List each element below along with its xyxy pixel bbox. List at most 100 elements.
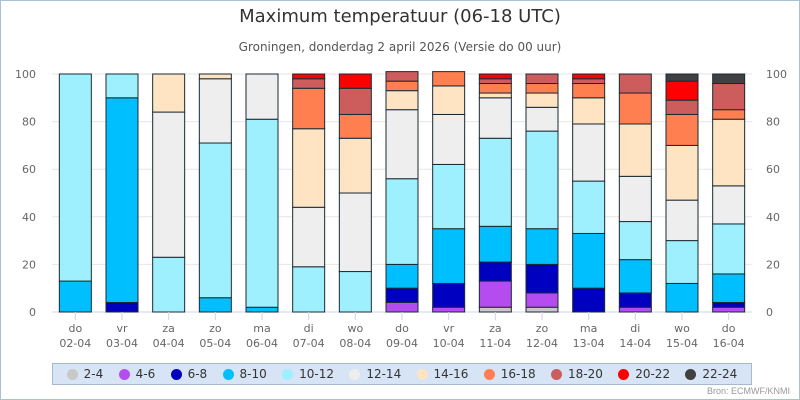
- bar-segment: [338, 87, 372, 115]
- bar-segment: [618, 306, 652, 313]
- bar-segment: [245, 73, 279, 120]
- bar-segment: [525, 92, 559, 108]
- x-tick-label-day: za: [489, 322, 502, 335]
- legend-item[interactable]: 6-8: [170, 367, 208, 381]
- x-tick-label-day: do: [722, 322, 736, 335]
- bar-segment: [432, 228, 466, 284]
- x-tick-label-date: 15-04: [666, 337, 698, 350]
- bar-segment: [198, 297, 232, 313]
- legend-dot-icon: [349, 368, 361, 380]
- y-tick-label-left: 20: [22, 258, 36, 271]
- bar-segment: [572, 123, 606, 182]
- bar-segment: [712, 118, 746, 187]
- legend-item[interactable]: 2-4: [66, 367, 104, 381]
- bar-segment: [338, 271, 372, 313]
- legend-item[interactable]: 20-22: [618, 367, 670, 381]
- legend-label: 16-18: [500, 367, 536, 381]
- bar-segment: [665, 99, 699, 115]
- x-tick-label-day: zo: [209, 322, 222, 335]
- bar-segment: [478, 73, 512, 80]
- bar-segment: [432, 282, 466, 308]
- x-tick-label-day: wo: [347, 322, 363, 335]
- legend-dot-icon: [170, 368, 182, 380]
- y-tick-label-right: 20: [766, 258, 780, 271]
- x-tick-label-date: 16-04: [713, 337, 745, 350]
- bar-segment: [665, 113, 699, 146]
- x-tick-label-day: zo: [536, 322, 549, 335]
- bar-segment: [338, 137, 372, 194]
- bar-segment: [338, 113, 372, 139]
- bar-segment: [292, 206, 326, 268]
- bar-segment: [152, 256, 186, 313]
- bar-segment: [385, 71, 419, 82]
- y-tick-label-left: 0: [29, 306, 36, 319]
- bar-segment: [618, 292, 652, 308]
- bar-segment: [385, 178, 419, 265]
- legend-label: 2-4: [83, 367, 104, 381]
- legend-label: 10-12: [299, 367, 334, 381]
- bar-segment: [525, 263, 559, 294]
- bar-segment: [385, 287, 419, 303]
- bar-segment: [618, 175, 652, 223]
- bar-segment: [292, 73, 326, 80]
- bar-segment: [618, 73, 652, 94]
- bar-segment: [572, 73, 606, 80]
- bar-segment: [478, 92, 512, 99]
- bar-segment: [665, 73, 699, 82]
- y-tick-label-left: 100: [15, 68, 36, 81]
- bar-segment: [572, 180, 606, 234]
- legend-label: 22-24: [702, 367, 738, 381]
- legend-dot-icon: [618, 368, 630, 380]
- bar-segment: [478, 83, 512, 94]
- bar-segment: [712, 301, 746, 308]
- bar-segment: [385, 90, 419, 111]
- bar-segment: [665, 240, 699, 284]
- legend-label: 12-14: [366, 367, 402, 381]
- x-tick-label-day: do: [68, 322, 82, 335]
- x-tick-label-day: za: [162, 322, 175, 335]
- y-tick-label-right: 80: [766, 116, 780, 129]
- x-tick-label-date: 03-04: [106, 337, 138, 350]
- legend-item[interactable]: 22-24: [685, 367, 737, 381]
- bar-segment: [712, 223, 746, 275]
- bar-segment: [198, 73, 232, 80]
- legend-item[interactable]: 16-18: [483, 367, 536, 381]
- bar-segment: [292, 87, 326, 130]
- x-tick-label-day: vr: [443, 322, 455, 335]
- legend-item[interactable]: 18-20: [550, 367, 603, 381]
- bar-segment: [572, 78, 606, 85]
- bar-segment: [292, 266, 326, 313]
- legend-item[interactable]: 8-10: [222, 367, 267, 381]
- bar-segment: [152, 111, 186, 258]
- legend-dot-icon: [282, 368, 294, 380]
- legend-label: 8-10: [239, 367, 267, 381]
- x-tick-label-date: 14-04: [619, 337, 651, 350]
- chart-subtitle: Groningen, donderdag 2 april 2026 (Versi…: [238, 40, 562, 54]
- legend-label: 4-6: [135, 367, 156, 381]
- legend-label: 18-20: [567, 367, 603, 381]
- bar-segment: [198, 142, 232, 299]
- bar-segment: [58, 280, 92, 313]
- bar-segment: [572, 97, 606, 125]
- legend-label: 20-22: [635, 367, 671, 381]
- x-tick-label-day: di: [630, 322, 640, 335]
- x-tick-label-day: di: [304, 322, 314, 335]
- y-tick-label-right: 0: [766, 306, 773, 319]
- x-tick-label-date: 07-04: [293, 337, 325, 350]
- bar-segment: [665, 282, 699, 313]
- legend-item[interactable]: 10-12: [282, 367, 334, 381]
- legend-item[interactable]: 12-14: [349, 367, 401, 381]
- legend-label: 14-16: [433, 367, 469, 381]
- bar-segment: [478, 78, 512, 85]
- bar-segment: [572, 83, 606, 99]
- legend-item[interactable]: 4-6: [118, 367, 156, 381]
- legend-dot-icon: [416, 368, 428, 380]
- legend-label: 6-8: [187, 367, 208, 381]
- legend-item[interactable]: 14-16: [416, 367, 469, 381]
- bar-segment: [572, 287, 606, 313]
- x-tick-label-day: do: [395, 322, 409, 335]
- bar-segment: [198, 78, 232, 144]
- legend-dot-icon: [66, 368, 78, 380]
- bar-segment: [525, 228, 559, 265]
- x-tick-label-day: vr: [116, 322, 128, 335]
